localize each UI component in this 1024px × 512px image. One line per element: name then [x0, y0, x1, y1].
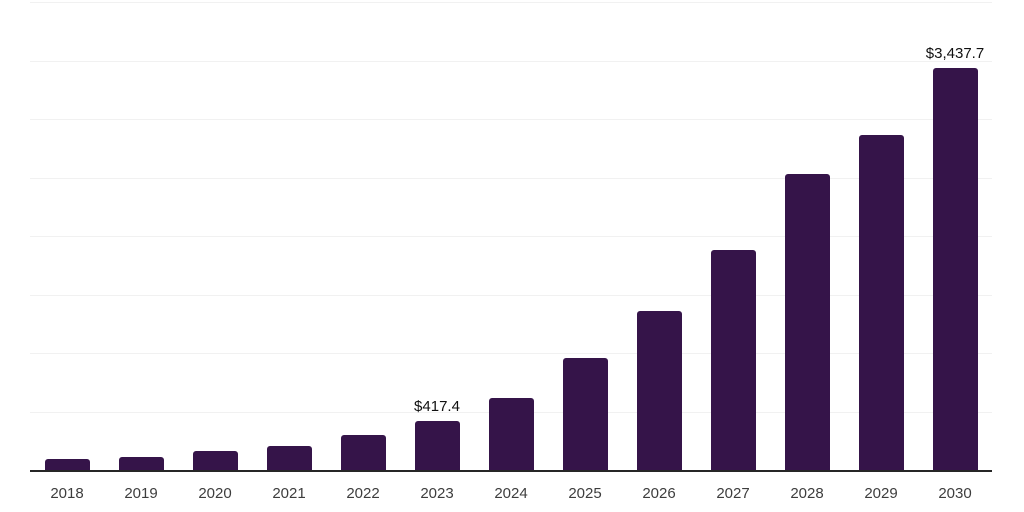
- bar-2019: [119, 457, 164, 470]
- x-tick-label-2030: 2030: [938, 485, 972, 502]
- bar-2027: [711, 250, 756, 470]
- value-label-2023: $417.4: [414, 398, 460, 415]
- x-tick-label-2022: 2022: [346, 485, 380, 502]
- bar-2018: [45, 459, 90, 470]
- x-tick-label-2024: 2024: [494, 485, 528, 502]
- gridline: [30, 295, 992, 296]
- x-tick-label-2023: 2023: [420, 485, 454, 502]
- bar-2020: [193, 451, 238, 470]
- bar-2021: [267, 446, 312, 470]
- x-axis-line: [30, 470, 992, 472]
- gridline: [30, 353, 992, 354]
- x-tick-label-2020: 2020: [198, 485, 232, 502]
- bar-2029: [859, 135, 904, 470]
- value-label-2030: $3,437.7: [925, 45, 985, 62]
- bar-2028: [785, 174, 830, 470]
- x-tick-label-2018: 2018: [50, 485, 84, 502]
- gridline: [30, 2, 992, 3]
- bar-2024: [489, 398, 534, 470]
- gridline: [30, 236, 992, 237]
- x-tick-label-2025: 2025: [568, 485, 602, 502]
- gridline: [30, 61, 992, 62]
- bar-2025: [563, 358, 608, 470]
- x-tick-label-2021: 2021: [272, 485, 306, 502]
- x-tick-label-2027: 2027: [716, 485, 750, 502]
- x-tick-label-2019: 2019: [124, 485, 158, 502]
- bar-2023: [415, 421, 460, 470]
- bar-2030: [933, 68, 978, 470]
- gridline: [30, 178, 992, 179]
- bar-2022: [341, 435, 386, 470]
- x-tick-label-2028: 2028: [790, 485, 824, 502]
- gridline: [30, 119, 992, 120]
- x-tick-label-2026: 2026: [642, 485, 676, 502]
- x-tick-label-2029: 2029: [864, 485, 898, 502]
- bar-2026: [637, 311, 682, 470]
